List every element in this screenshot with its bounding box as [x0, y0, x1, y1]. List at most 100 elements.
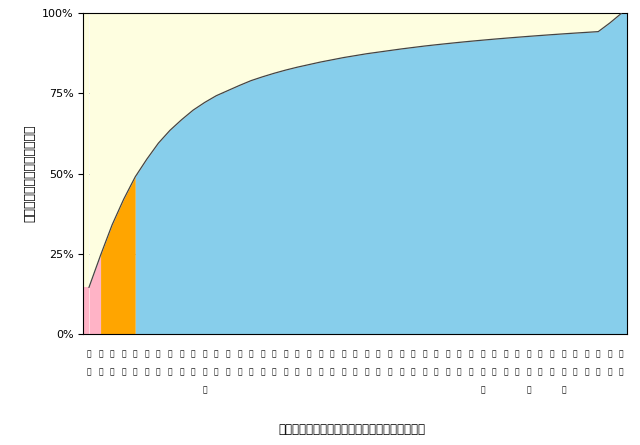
Text: 賜: 賜 — [399, 368, 404, 376]
Text: 都道府県（保有台数あたり盗難件数の多い順）: 都道府県（保有台数あたり盗難件数の多い順） — [278, 423, 426, 436]
Text: 本: 本 — [411, 368, 415, 376]
Text: 山: 山 — [353, 368, 358, 376]
Text: 知: 知 — [445, 368, 450, 376]
Text: 玉: 玉 — [133, 368, 138, 376]
Text: 山: 山 — [573, 350, 577, 359]
Text: 児: 児 — [388, 368, 392, 376]
Text: 石: 石 — [515, 350, 520, 359]
Text: 分: 分 — [550, 368, 554, 376]
Text: 山: 山 — [527, 385, 531, 394]
Text: 千: 千 — [86, 350, 92, 359]
Text: 野: 野 — [422, 368, 427, 376]
Text: 取: 取 — [468, 368, 473, 376]
Text: 福: 福 — [434, 350, 438, 359]
Text: 阜: 阜 — [272, 368, 276, 376]
Text: 愛: 愛 — [156, 350, 161, 359]
Text: 東: 東 — [249, 350, 253, 359]
Text: 崎: 崎 — [527, 368, 531, 376]
Text: 都: 都 — [179, 368, 184, 376]
Text: 重: 重 — [237, 368, 242, 376]
Y-axis label: 盗難認知件数（累加百分率）: 盗難認知件数（累加百分率） — [23, 125, 36, 222]
Text: 梨: 梨 — [376, 368, 381, 376]
Text: 鹿: 鹿 — [376, 350, 381, 359]
Text: 三: 三 — [225, 350, 230, 359]
Text: 山: 山 — [596, 350, 600, 359]
Text: 岩: 岩 — [607, 350, 612, 359]
Text: 熙: 熙 — [399, 350, 404, 359]
Text: 湯: 湯 — [492, 368, 497, 376]
Text: 青: 青 — [561, 350, 566, 359]
Text: 城: 城 — [330, 368, 334, 376]
Text: 道: 道 — [480, 385, 485, 394]
Text: 岡: 岡 — [202, 368, 207, 376]
Text: 福: 福 — [191, 350, 195, 359]
Text: 奇: 奇 — [133, 350, 138, 359]
Text: 香: 香 — [341, 350, 346, 359]
Text: 茨: 茨 — [110, 350, 115, 359]
Text: 森: 森 — [561, 368, 566, 376]
Text: 新: 新 — [492, 350, 497, 359]
Text: 木: 木 — [191, 368, 195, 376]
Text: 大: 大 — [550, 350, 554, 359]
Text: 海: 海 — [284, 368, 288, 376]
Text: 島: 島 — [503, 368, 508, 376]
Text: 知: 知 — [168, 368, 172, 376]
Text: 橋: 橋 — [179, 350, 184, 359]
Text: 徳: 徳 — [457, 350, 461, 359]
Text: 山: 山 — [353, 350, 358, 359]
Text: 福: 福 — [295, 350, 300, 359]
Text: 京: 京 — [168, 350, 172, 359]
Text: 広: 広 — [145, 368, 149, 376]
Text: 妒: 妒 — [122, 368, 126, 376]
Text: 川: 川 — [515, 368, 520, 376]
Text: 群: 群 — [202, 350, 207, 359]
Text: 阪: 阪 — [99, 368, 103, 376]
Text: 馬: 馬 — [214, 368, 219, 376]
Text: 秋: 秋 — [619, 350, 624, 359]
Text: 根: 根 — [538, 368, 543, 376]
Text: 和: 和 — [318, 350, 323, 359]
Text: 島: 島 — [538, 350, 543, 359]
Text: 川: 川 — [202, 385, 207, 394]
Text: 神: 神 — [122, 350, 126, 359]
Text: 宮: 宮 — [527, 350, 531, 359]
Text: 手: 手 — [607, 368, 612, 376]
Text: 山: 山 — [307, 368, 311, 376]
Text: 城: 城 — [110, 368, 115, 376]
Text: 高: 高 — [445, 350, 450, 359]
Text: 川: 川 — [364, 368, 369, 376]
Text: 島: 島 — [561, 385, 566, 394]
Text: 富: 富 — [480, 350, 485, 359]
Text: 岐: 岐 — [260, 350, 265, 359]
Text: 形: 形 — [596, 368, 600, 376]
Text: 沖: 沖 — [284, 350, 288, 359]
Text: 賀: 賀 — [249, 368, 253, 376]
Text: 静: 静 — [330, 350, 334, 359]
Text: 滋: 滋 — [237, 350, 242, 359]
Text: 広: 広 — [503, 350, 508, 359]
Text: 愛: 愛 — [364, 350, 369, 359]
Text: 京: 京 — [260, 368, 265, 376]
Text: 縄: 縄 — [295, 368, 300, 376]
Text: 宮: 宮 — [307, 350, 311, 359]
Text: 萌: 萌 — [86, 368, 92, 376]
Text: 島: 島 — [457, 368, 461, 376]
Text: 井: 井 — [318, 368, 323, 376]
Text: 庫: 庫 — [156, 368, 161, 376]
Text: 島: 島 — [468, 350, 473, 359]
Text: 口: 口 — [573, 368, 577, 376]
Text: 佐: 佐 — [388, 350, 392, 359]
Text: 熊: 熊 — [411, 350, 415, 359]
Text: 島: 島 — [434, 368, 438, 376]
Text: 奈: 奈 — [214, 350, 219, 359]
Text: 崎: 崎 — [584, 368, 589, 376]
Text: 長: 長 — [584, 350, 589, 359]
Text: 北: 北 — [272, 350, 276, 359]
Text: 良: 良 — [225, 368, 230, 376]
Text: 長: 長 — [422, 350, 427, 359]
Text: 山: 山 — [480, 368, 485, 376]
Text: 歌: 歌 — [341, 368, 346, 376]
Text: 田: 田 — [619, 368, 624, 376]
Text: 兵: 兵 — [145, 350, 149, 359]
Text: 大: 大 — [99, 350, 103, 359]
